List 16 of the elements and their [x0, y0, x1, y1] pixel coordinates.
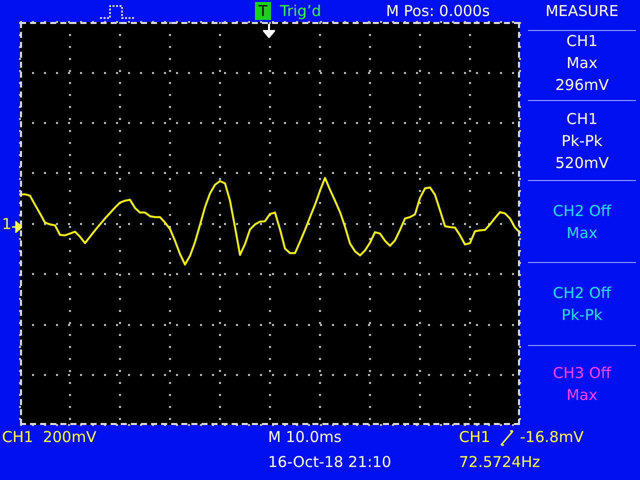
text: 16-Oct-18 21:10 [268, 452, 392, 473]
text: Trig’d [280, 1, 322, 22]
text: M 10.0ms [268, 427, 342, 448]
text: CH2 Off Pk-Pk [552, 283, 612, 326]
text: 72.5724Hz [459, 452, 540, 473]
text: MEASURE [544, 1, 620, 22]
text: -16.8mV [520, 427, 584, 448]
text: CH3 Off Max [552, 363, 612, 406]
text: CH2 Off Max [552, 201, 612, 244]
text: CH1 200mV [2, 427, 96, 448]
text: M Pos: 0.000s [386, 1, 490, 22]
text: CH1 [459, 427, 490, 448]
text: CH1 Max 296mV [554, 31, 610, 96]
text: CH1 Pk-Pk 520mV [554, 109, 610, 174]
text: T [255, 2, 271, 20]
text: 1 [2, 214, 12, 235]
